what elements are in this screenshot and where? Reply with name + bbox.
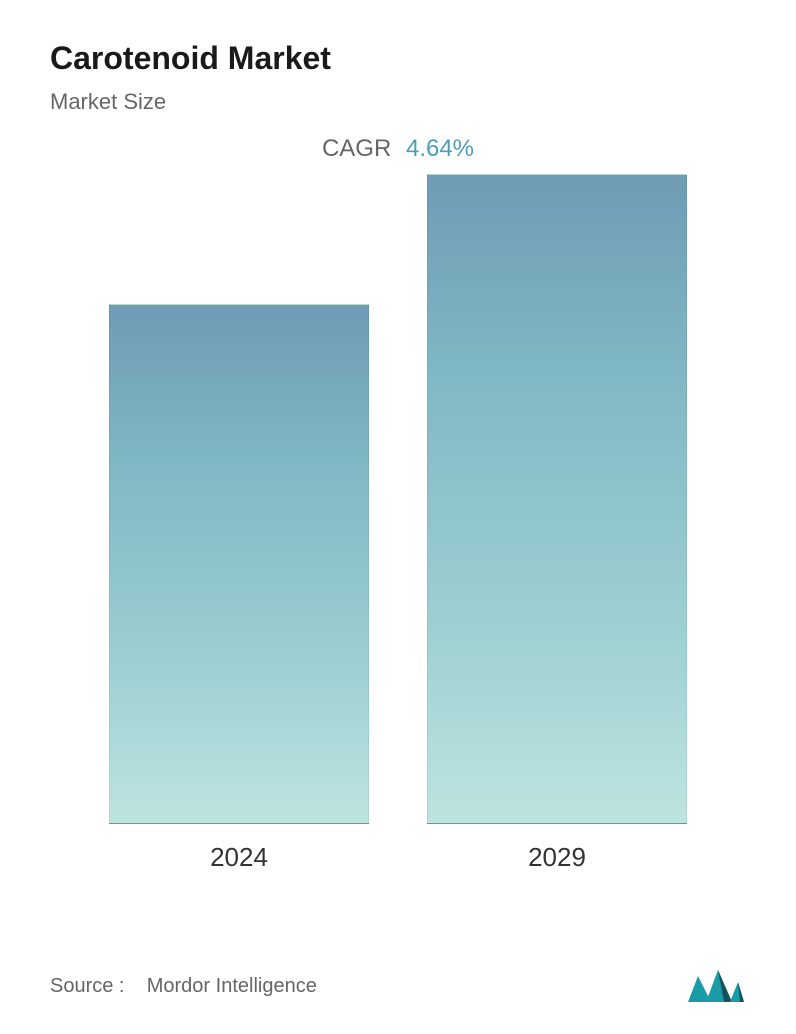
bar-label-0: 2024 — [210, 842, 268, 873]
chart-area: 2024 2029 — [50, 213, 746, 873]
bar-label-1: 2029 — [528, 842, 586, 873]
source-text: Source : Mordor Intelligence — [50, 975, 317, 998]
footer: Source : Mordor Intelligence — [50, 968, 746, 1004]
chart-title: Carotenoid Market — [50, 40, 746, 77]
cagr-value: 4.64% — [406, 135, 474, 162]
chart-subtitle: Market Size — [50, 89, 746, 115]
source-name: Mordor Intelligence — [147, 975, 317, 997]
bar-1 — [427, 174, 687, 824]
mordor-logo-icon — [686, 968, 746, 1004]
cagr-label: CAGR — [322, 135, 391, 162]
bar-group-1: 2029 — [427, 174, 687, 873]
source-label: Source : — [50, 975, 124, 997]
bar-0 — [109, 304, 369, 824]
bar-group-0: 2024 — [109, 304, 369, 873]
cagr-row: CAGR 4.64% — [50, 135, 746, 163]
